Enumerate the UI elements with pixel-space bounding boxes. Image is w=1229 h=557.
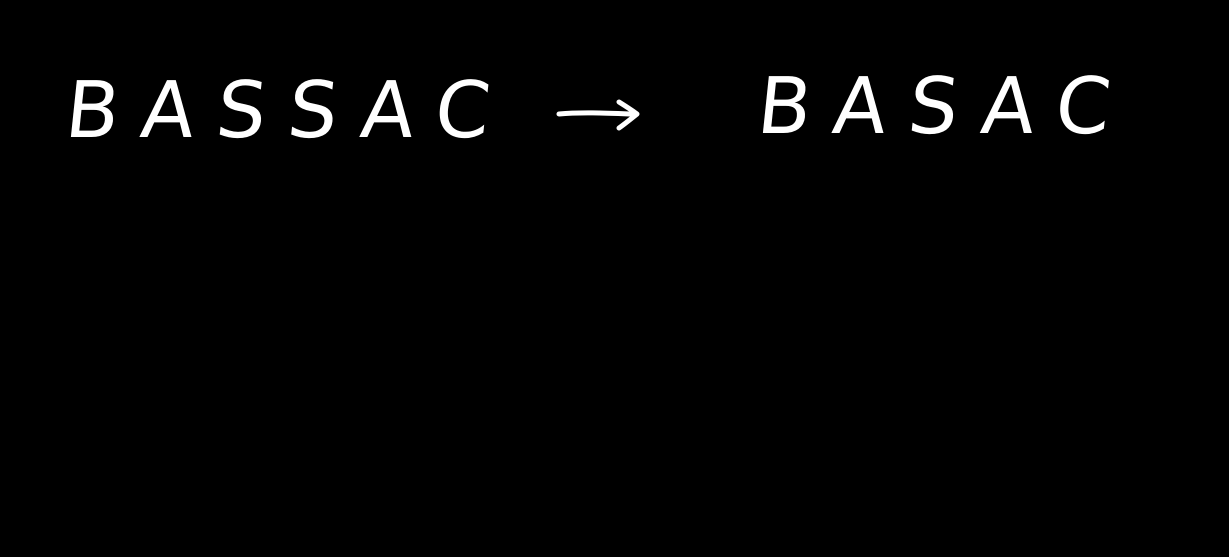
transformed-word: BASAC <box>753 62 1138 152</box>
original-word: BASSAC <box>61 66 517 156</box>
arrow-right-icon <box>556 99 640 131</box>
